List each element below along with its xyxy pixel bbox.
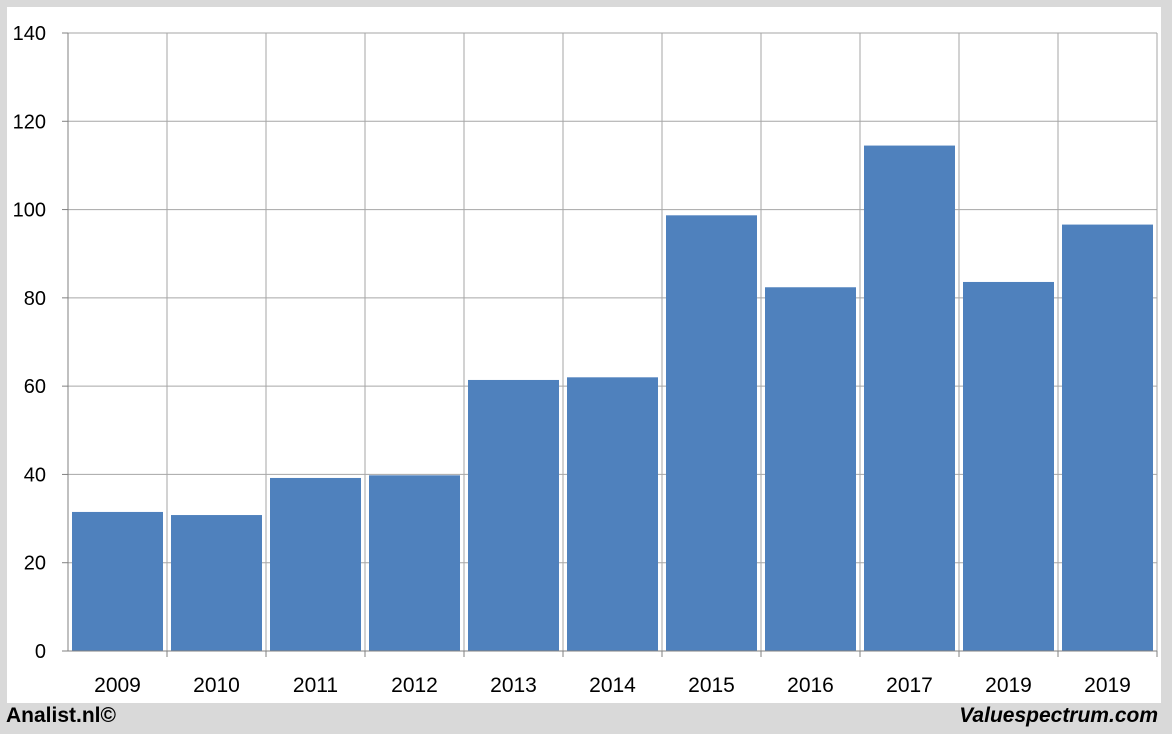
bars bbox=[72, 145, 1153, 652]
y-tick-label: 100 bbox=[13, 200, 46, 222]
bar-2011 bbox=[270, 477, 361, 651]
bar-2014 bbox=[567, 377, 658, 651]
y-tick-label: 20 bbox=[24, 553, 46, 575]
x-tick-label: 2015 bbox=[688, 674, 735, 697]
x-tick-label: 2012 bbox=[391, 674, 438, 697]
bar-2009 bbox=[72, 511, 163, 651]
bar-2017 bbox=[864, 145, 955, 652]
bar-2012 bbox=[369, 475, 460, 651]
x-tick-label: 2019 bbox=[1084, 674, 1131, 697]
y-tick-label: 80 bbox=[24, 288, 46, 310]
bar-2019 bbox=[963, 281, 1054, 651]
axes bbox=[62, 32, 1158, 657]
x-tick-label: 2013 bbox=[490, 674, 537, 697]
x-tick-label: 2014 bbox=[589, 674, 636, 697]
x-tick-label: 2010 bbox=[193, 674, 240, 697]
x-tick-label: 2017 bbox=[886, 674, 933, 697]
y-tick-label: 140 bbox=[13, 23, 46, 45]
y-tick-label: 60 bbox=[24, 376, 46, 398]
tick-labels: 0 20 40 60 80 100 120 140 2009 2010 2011 2012 2013 20… bbox=[13, 23, 1131, 697]
bar-2016 bbox=[765, 287, 856, 651]
y-tick-label: 120 bbox=[13, 111, 46, 133]
source-credit: Analist.nl© bbox=[6, 704, 116, 727]
y-tick-label: 0 bbox=[35, 641, 46, 663]
x-tick-label: 2011 bbox=[293, 674, 338, 697]
y-tick-label: 40 bbox=[24, 464, 46, 486]
bar-2019 bbox=[1062, 224, 1153, 651]
watermark-credit: Valuespectrum.com bbox=[959, 704, 1158, 727]
x-tick-label: 2019 bbox=[985, 674, 1032, 697]
bar-2015 bbox=[666, 215, 757, 651]
x-tick-label: 2016 bbox=[787, 674, 834, 697]
bar-2010 bbox=[171, 515, 262, 651]
bar-2013 bbox=[468, 379, 559, 651]
x-tick-label: 2009 bbox=[94, 674, 141, 697]
